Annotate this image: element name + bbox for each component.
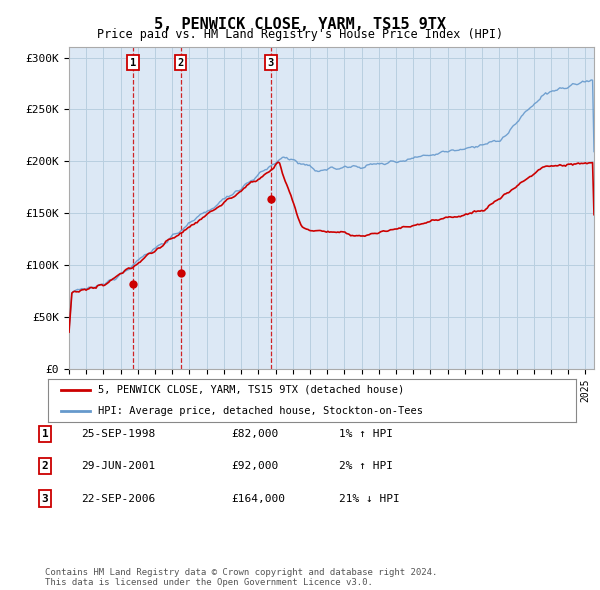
Text: 1: 1: [41, 429, 49, 438]
Text: 3: 3: [41, 494, 49, 503]
Text: 21% ↓ HPI: 21% ↓ HPI: [339, 494, 400, 503]
Text: 3: 3: [268, 58, 274, 68]
Text: Price paid vs. HM Land Registry's House Price Index (HPI): Price paid vs. HM Land Registry's House …: [97, 28, 503, 41]
Text: 2: 2: [41, 461, 49, 471]
Text: 1: 1: [130, 58, 136, 68]
Text: £92,000: £92,000: [231, 461, 278, 471]
Text: 25-SEP-1998: 25-SEP-1998: [81, 429, 155, 438]
Text: 5, PENWICK CLOSE, YARM, TS15 9TX (detached house): 5, PENWICK CLOSE, YARM, TS15 9TX (detach…: [98, 385, 404, 395]
Text: 1% ↑ HPI: 1% ↑ HPI: [339, 429, 393, 438]
Text: 5, PENWICK CLOSE, YARM, TS15 9TX: 5, PENWICK CLOSE, YARM, TS15 9TX: [154, 17, 446, 31]
Text: 2: 2: [178, 58, 184, 68]
Text: 22-SEP-2006: 22-SEP-2006: [81, 494, 155, 503]
Text: HPI: Average price, detached house, Stockton-on-Tees: HPI: Average price, detached house, Stoc…: [98, 407, 423, 416]
Text: £164,000: £164,000: [231, 494, 285, 503]
Text: £82,000: £82,000: [231, 429, 278, 438]
Text: 2% ↑ HPI: 2% ↑ HPI: [339, 461, 393, 471]
Text: 29-JUN-2001: 29-JUN-2001: [81, 461, 155, 471]
Text: Contains HM Land Registry data © Crown copyright and database right 2024.
This d: Contains HM Land Registry data © Crown c…: [45, 568, 437, 587]
